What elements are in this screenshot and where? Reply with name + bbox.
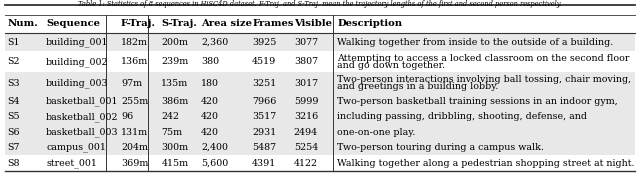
Text: 3925: 3925 — [252, 37, 276, 47]
Text: basketball_002: basketball_002 — [46, 112, 118, 122]
Text: 2931: 2931 — [252, 128, 276, 137]
Text: and greetings in a building lobby.: and greetings in a building lobby. — [337, 82, 499, 91]
Text: Two-person basketball training sessions in an indoor gym,: Two-person basketball training sessions … — [337, 97, 618, 106]
Text: building_003: building_003 — [46, 78, 109, 88]
Text: S-Traj.: S-Traj. — [161, 19, 197, 28]
Text: 97m: 97m — [121, 79, 142, 88]
Text: 3251: 3251 — [252, 79, 276, 88]
Text: street_001: street_001 — [46, 158, 97, 168]
Text: 3517: 3517 — [252, 112, 276, 121]
Text: Two-person interactions involving ball tossing, chair moving,: Two-person interactions involving ball t… — [337, 75, 632, 84]
Text: Two-person touring during a campus walk.: Two-person touring during a campus walk. — [337, 143, 544, 152]
Text: 4519: 4519 — [252, 57, 276, 66]
Text: S5: S5 — [8, 112, 20, 121]
Text: 415m: 415m — [161, 159, 188, 168]
Text: 242: 242 — [161, 112, 179, 121]
Text: 380: 380 — [201, 57, 219, 66]
Text: 300m: 300m — [161, 143, 188, 152]
Text: Area size: Area size — [201, 19, 252, 28]
Text: 5487: 5487 — [252, 143, 276, 152]
Text: 386m: 386m — [161, 97, 189, 106]
Text: 182m: 182m — [121, 37, 148, 47]
Text: 96: 96 — [121, 112, 133, 121]
Text: 3017: 3017 — [294, 79, 318, 88]
Text: 255m: 255m — [121, 97, 148, 106]
Text: S3: S3 — [8, 79, 20, 88]
Text: 135m: 135m — [161, 79, 189, 88]
Bar — [5, 140, 635, 155]
Text: 2,360: 2,360 — [201, 37, 228, 47]
Text: 2494: 2494 — [294, 128, 318, 137]
Text: building_002: building_002 — [46, 57, 109, 67]
Text: 420: 420 — [201, 128, 219, 137]
Text: S7: S7 — [8, 143, 20, 152]
Text: campus_001: campus_001 — [46, 143, 106, 152]
Text: F-Traj.: F-Traj. — [121, 19, 156, 28]
Text: 5999: 5999 — [294, 97, 318, 106]
Text: 3807: 3807 — [294, 57, 318, 66]
Text: Sequence: Sequence — [46, 19, 100, 28]
Bar — [5, 33, 635, 51]
Text: S6: S6 — [8, 128, 20, 137]
Text: 204m: 204m — [121, 143, 148, 152]
Text: Description: Description — [337, 19, 403, 28]
Text: S2: S2 — [8, 57, 20, 66]
Text: 180: 180 — [201, 79, 219, 88]
Text: 200m: 200m — [161, 37, 188, 47]
Text: S1: S1 — [8, 37, 20, 47]
Bar — [5, 94, 635, 140]
Text: 4391: 4391 — [252, 159, 276, 168]
Text: 131m: 131m — [121, 128, 148, 137]
Text: 3077: 3077 — [294, 37, 318, 47]
Text: Table 1: Statistics of 8 sequences in HiSC4D dataset. F-Traj. and S-Traj. mean t: Table 1: Statistics of 8 sequences in Hi… — [78, 0, 562, 8]
Text: 4122: 4122 — [294, 159, 317, 168]
Text: S4: S4 — [8, 97, 20, 106]
Text: one-on-one play.: one-on-one play. — [337, 128, 415, 137]
Text: basketball_003: basketball_003 — [46, 127, 118, 137]
Text: 2,400: 2,400 — [201, 143, 228, 152]
Bar — [5, 72, 635, 94]
Text: 5254: 5254 — [294, 143, 318, 152]
Text: 7966: 7966 — [252, 97, 276, 106]
Text: 5,600: 5,600 — [201, 159, 228, 168]
Text: 75m: 75m — [161, 128, 182, 137]
Text: Attempting to access a locked classroom on the second floor: Attempting to access a locked classroom … — [337, 54, 630, 63]
Text: 136m: 136m — [121, 57, 148, 66]
Text: including passing, dribbling, shooting, defense, and: including passing, dribbling, shooting, … — [337, 112, 588, 121]
Text: Walking together along a pedestrian shopping street at night.: Walking together along a pedestrian shop… — [337, 159, 635, 168]
Text: 239m: 239m — [161, 57, 189, 66]
Text: 420: 420 — [201, 97, 219, 106]
Text: 420: 420 — [201, 112, 219, 121]
Text: 3216: 3216 — [294, 112, 318, 121]
Text: basketball_001: basketball_001 — [46, 97, 118, 106]
Text: Num.: Num. — [8, 19, 38, 28]
Text: S8: S8 — [8, 159, 20, 168]
Text: 369m: 369m — [121, 159, 148, 168]
Text: Frames: Frames — [252, 19, 294, 28]
Text: Visible: Visible — [294, 19, 332, 28]
Text: and go down together.: and go down together. — [337, 61, 445, 70]
Text: building_001: building_001 — [46, 37, 109, 47]
Text: Walking together from inside to the outside of a building.: Walking together from inside to the outs… — [337, 37, 614, 47]
